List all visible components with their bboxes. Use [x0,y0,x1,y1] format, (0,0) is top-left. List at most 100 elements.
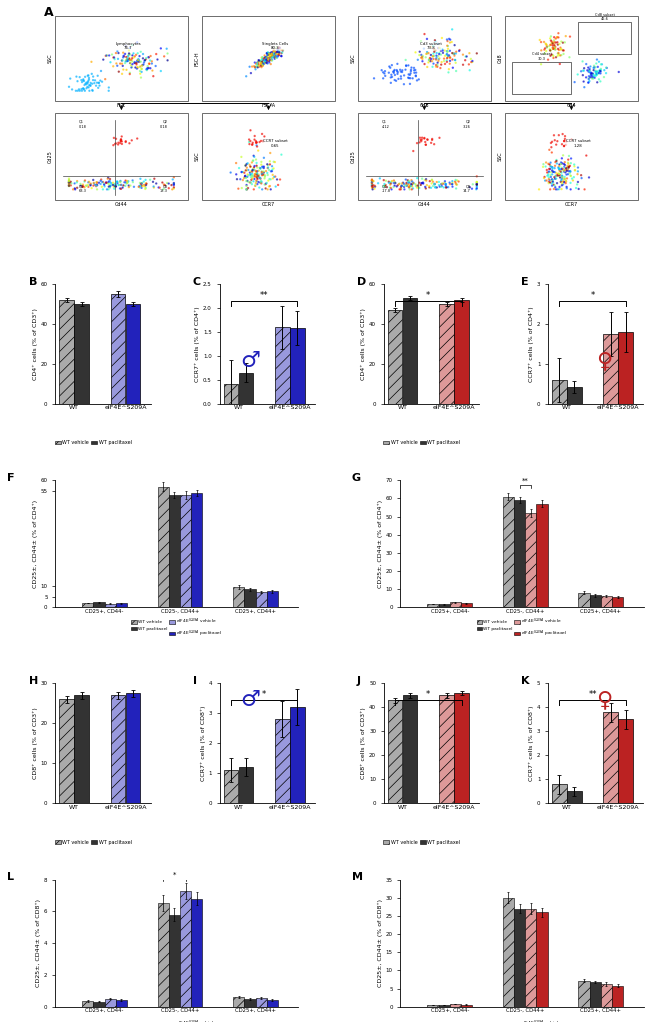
Bar [567,387,582,404]
Text: SSC: SSC [350,54,356,63]
Text: SSC: SSC [194,151,200,161]
Bar [461,603,472,607]
Text: J: J [357,677,361,686]
Text: ♀: ♀ [597,690,612,710]
Bar [601,597,612,607]
Bar [275,719,289,803]
Bar [290,328,305,404]
Bar [590,596,601,607]
Legend: WT vehicle, WT paclitaxel: WT vehicle, WT paclitaxel [382,838,462,846]
Text: C: C [193,277,201,287]
Text: *: * [426,690,430,699]
Bar [578,593,590,607]
Bar [503,897,514,1007]
Text: CCR7 subset
0.65: CCR7 subset 0.65 [263,139,287,148]
Bar [125,305,140,404]
Bar [290,707,305,803]
Text: Cd8: Cd8 [497,54,502,63]
Bar [536,504,547,607]
Bar [244,998,255,1007]
Bar [601,984,612,1007]
Bar [590,982,601,1007]
Text: CCR7: CCR7 [565,202,578,207]
Bar [111,695,125,803]
Bar [454,300,469,404]
Bar [427,1005,439,1007]
Bar [94,602,105,607]
Bar [233,588,244,607]
Bar [403,298,417,404]
Text: Q4
63.3: Q4 63.3 [79,184,87,193]
Bar [116,603,127,607]
Y-axis label: CD8⁺ cells (% of CD3⁺): CD8⁺ cells (% of CD3⁺) [361,707,367,780]
Bar [619,719,633,803]
Text: Q3
18.3: Q3 18.3 [160,184,168,193]
Text: ♀: ♀ [597,351,612,371]
Bar [158,486,169,607]
Bar [552,380,567,404]
Text: FSC: FSC [117,103,126,108]
Bar [239,373,253,404]
Text: Cd8 subset
46.6: Cd8 subset 46.6 [595,12,614,21]
Text: Cd25: Cd25 [350,150,356,162]
Bar [158,903,169,1007]
Y-axis label: CCR7⁺ cells (% of CD8⁺): CCR7⁺ cells (% of CD8⁺) [200,705,205,781]
Bar [536,913,547,1007]
Legend: WT vehicle, WT paclitaxel, eIF4E$^{S209A}$ vehicle, eIF4E$^{S209A}$ paclitaxel: WT vehicle, WT paclitaxel, eIF4E$^{S209A… [129,1017,224,1022]
Bar [388,700,402,803]
Text: Singlets Cells
80.3: Singlets Cells 80.3 [262,42,288,50]
Bar [105,604,116,607]
Bar [454,693,469,803]
Bar [567,791,582,803]
Bar [94,1002,105,1007]
Bar [439,604,450,607]
Legend: WT vehicle, WT paclitaxel, eIF4E$^{S209A}$ vehicle, eIF4E$^{S209A}$ paclitaxel: WT vehicle, WT paclitaxel, eIF4E$^{S209A… [474,1017,569,1022]
Bar [82,603,94,607]
Text: FSC-A: FSC-A [261,103,276,108]
Bar [180,891,191,1007]
Bar [233,997,244,1007]
Text: Q2
3.26: Q2 3.26 [463,120,471,129]
Bar [612,985,623,1007]
Text: L: L [6,872,14,882]
Bar [439,695,454,803]
Bar [266,1000,278,1007]
Y-axis label: CD8⁺ cells (% of CD3⁺): CD8⁺ cells (% of CD3⁺) [32,707,38,780]
Text: E: E [521,277,529,287]
Bar [450,602,461,607]
Y-axis label: CD25±, CD44± (% of CD8⁺): CD25±, CD44± (% of CD8⁺) [36,899,42,987]
Text: Q1
4.12: Q1 4.12 [382,120,390,129]
Text: ♂: ♂ [240,351,260,371]
Bar [224,771,238,803]
Bar [244,590,255,607]
Text: Cd4: Cd4 [567,103,577,108]
Text: Cd44: Cd44 [418,202,431,207]
Bar [514,500,525,607]
Text: *: * [173,872,176,878]
Text: **: ** [260,290,268,299]
Y-axis label: CD4⁺ cells (% of CD3⁺): CD4⁺ cells (% of CD3⁺) [32,308,38,380]
Bar [169,915,180,1007]
Text: ♂: ♂ [240,690,260,710]
Bar [191,493,202,607]
Text: D: D [357,277,366,287]
Bar [266,592,278,607]
Text: CCR7: CCR7 [262,202,275,207]
Bar [275,327,289,404]
Bar [619,332,633,404]
Text: SSC: SSC [497,151,502,161]
Y-axis label: CCR7⁺ cells (% of CD8⁺): CCR7⁺ cells (% of CD8⁺) [529,705,534,781]
Text: **: ** [588,690,597,699]
Legend: WT vehicle, WT paclitaxel: WT vehicle, WT paclitaxel [53,838,133,846]
Bar [552,784,567,803]
Text: A: A [44,6,53,19]
Bar [439,1005,450,1007]
Text: *: * [262,690,266,699]
Bar [388,310,402,404]
Text: Q4
-17.8: Q4 -17.8 [382,184,391,193]
Bar [403,695,417,803]
Bar [255,998,266,1007]
Text: H: H [29,677,38,686]
Bar [514,909,525,1007]
Legend: WT vehicle, WT paclitaxel: WT vehicle, WT paclitaxel [53,438,133,448]
